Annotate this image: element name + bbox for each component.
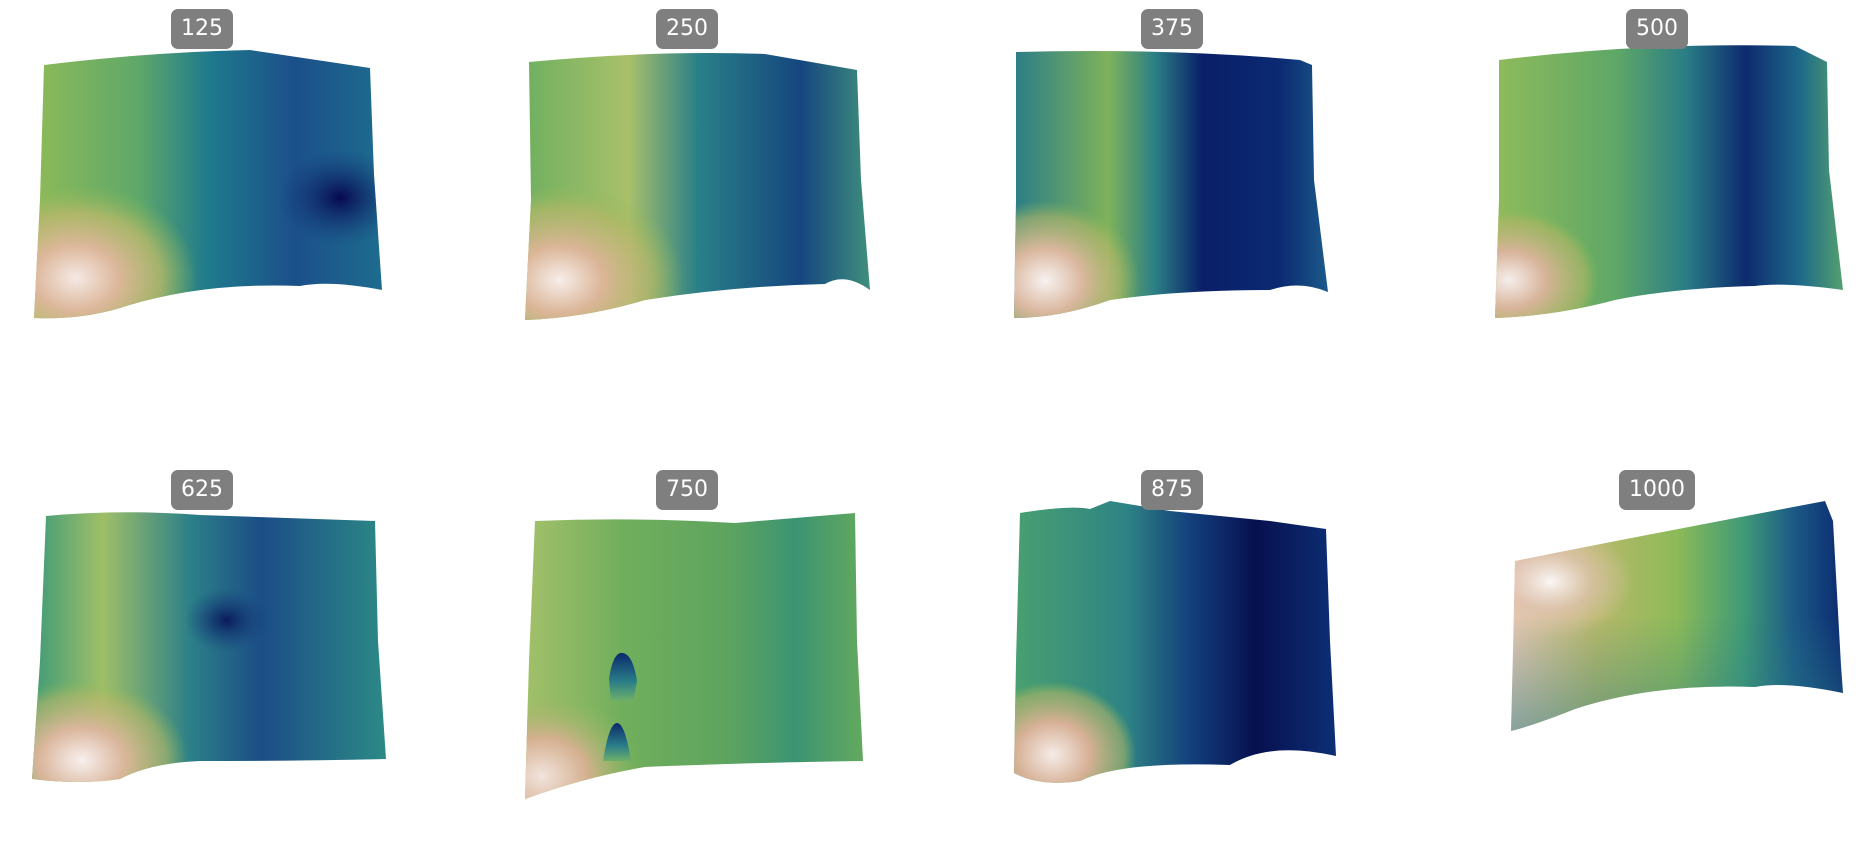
panel-label: 500 <box>1626 9 1688 49</box>
surface-panel: 500 <box>1455 0 1860 400</box>
surface-panel: 750 <box>485 461 915 861</box>
surface-panel: 875 <box>970 461 1400 861</box>
terrain-surface <box>525 513 863 799</box>
surface-panel: 375 <box>970 0 1400 400</box>
terrain-surface <box>1014 51 1328 318</box>
surface-panel: 1000 <box>1455 461 1860 861</box>
panel-label: 625 <box>171 470 233 510</box>
surface-plot-grid: 125 250 <box>0 0 1860 799</box>
terrain-surface <box>34 50 382 319</box>
terrain-surface <box>32 512 386 782</box>
surface-panel: 250 <box>485 0 915 400</box>
peak <box>603 723 631 761</box>
surface-panel: 125 <box>0 0 430 400</box>
terrain-surface <box>1511 501 1843 731</box>
panel-label: 250 <box>656 9 718 49</box>
panel-label: 875 <box>1141 470 1203 510</box>
panel-label: 750 <box>656 470 718 510</box>
panel-label: 375 <box>1141 9 1203 49</box>
terrain-surface <box>525 53 870 320</box>
peak <box>609 652 637 701</box>
terrain-surface <box>1014 501 1336 783</box>
panel-label: 125 <box>171 9 233 49</box>
terrain-surface <box>1495 45 1843 318</box>
panel-label: 1000 <box>1619 470 1695 510</box>
surface-panel: 625 <box>0 461 430 861</box>
